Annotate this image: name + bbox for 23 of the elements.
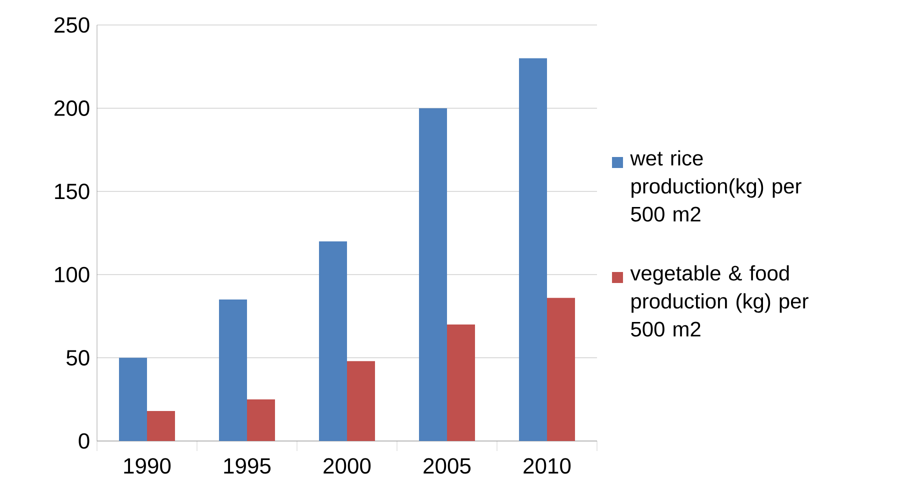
- bar: [247, 399, 275, 441]
- bar: [547, 298, 575, 441]
- x-tick-label: 2010: [524, 458, 571, 474]
- bar: [219, 300, 247, 441]
- bar: [119, 358, 147, 441]
- bar: [519, 58, 547, 441]
- x-tick-label: 1995: [224, 458, 271, 474]
- legend-label: vegetable & food production (kg) per 500 m2: [630, 265, 808, 337]
- x-tick-label: 2000: [324, 458, 371, 474]
- bar: [419, 108, 447, 441]
- y-tick-label: 100: [55, 266, 90, 282]
- legend-label: wet rice production(kg) per 500 m2: [630, 150, 802, 222]
- y-tick-label: 150: [55, 184, 90, 200]
- bar: [447, 324, 475, 441]
- bar: [319, 241, 347, 441]
- bar: [347, 361, 375, 441]
- y-tick-label: 200: [54, 100, 90, 116]
- y-tick-label: 0: [78, 433, 90, 449]
- x-tick-label: 2005: [424, 458, 471, 474]
- y-tick-label: 250: [54, 17, 90, 33]
- bar: [147, 411, 175, 441]
- x-tick-label: 1990: [124, 458, 171, 474]
- y-tick-label: 50: [66, 350, 90, 366]
